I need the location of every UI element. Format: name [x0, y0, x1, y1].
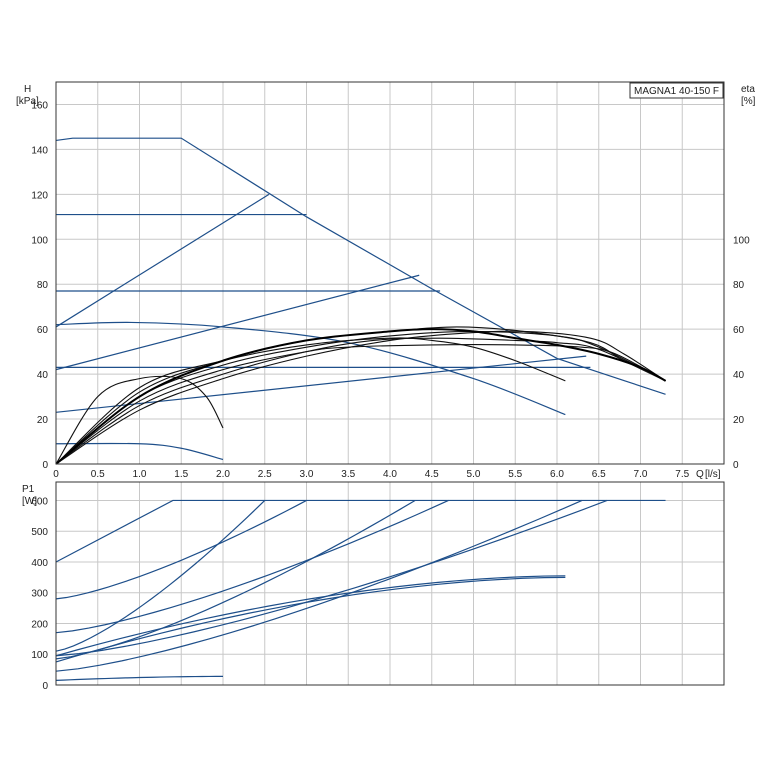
efficiency-curve-main: [55, 328, 667, 465]
power-tick-label: 200: [31, 619, 48, 630]
x-tick-label: 5.0: [467, 469, 481, 480]
y2-tick-label: 0: [733, 460, 739, 471]
x-tick-label: 7.0: [634, 469, 648, 480]
power-tick-label: 500: [31, 527, 48, 538]
efficiency-curve: [55, 375, 224, 465]
power-tick-label: 400: [31, 558, 48, 569]
bottom-chart-frame: [55, 481, 725, 686]
y2-axis-label: eta: [741, 84, 755, 95]
head-curve: [55, 137, 666, 395]
x-axis-unit: [l/s]: [705, 469, 721, 480]
y-tick-label: 140: [31, 145, 48, 156]
power-axis-unit: [W]: [22, 496, 37, 507]
x-tick-label: 4.0: [383, 469, 397, 480]
bottom-chart-grid: [56, 482, 724, 685]
x-tick-label: 5.5: [508, 469, 522, 480]
head-curve: [55, 442, 224, 461]
x-tick-label: 7.5: [675, 469, 689, 480]
chart-title: MAGNA1 40-150 F: [634, 86, 719, 97]
y-axis-label: H: [24, 84, 31, 95]
efficiency-curve: [55, 330, 666, 465]
y2-tick-label: 60: [733, 325, 745, 336]
x-tick-label: 2.0: [216, 469, 230, 480]
x-tick-label: 3.5: [341, 469, 355, 480]
bottom-chart-series: [55, 499, 666, 681]
title-box: MAGNA1 40-150 F: [629, 82, 724, 99]
top-chart-ticks: 0 0.5 1.0 1.5 2.0 2.5 3.0 3.5 4.0 4.5 5.0 5.5 6.0 6.5…: [31, 100, 750, 480]
control-curve: [55, 193, 270, 328]
x-tick-label: 0: [53, 469, 59, 480]
power-curve: [55, 500, 266, 652]
y2-tick-label: 40: [733, 370, 745, 381]
power-axis-label: P1: [22, 484, 35, 495]
power-tick-label: 0: [42, 681, 48, 692]
efficiency-curve: [55, 337, 666, 465]
efficiency-curve: [55, 344, 666, 465]
efficiency-curve: [55, 337, 566, 465]
y-axis-unit: [kPa]: [16, 96, 39, 107]
power-curve: [55, 675, 224, 681]
power-curve: [55, 499, 449, 634]
x-tick-label: 4.5: [425, 469, 439, 480]
top-chart-frame: [55, 81, 725, 465]
y2-tick-label: 80: [733, 280, 745, 291]
y2-tick-label: 20: [733, 415, 745, 426]
x-tick-label: 0.5: [91, 469, 105, 480]
y-tick-label: 100: [31, 235, 48, 246]
power-curve: [55, 499, 583, 672]
power-curve: [55, 576, 566, 663]
y-tick-label: 80: [37, 280, 49, 291]
x-tick-label: 1.5: [174, 469, 188, 480]
x-tick-label: 2.5: [258, 469, 272, 480]
y-tick-label: 160: [31, 100, 48, 111]
control-curve: [55, 274, 420, 371]
power-curve: [55, 499, 666, 563]
y-tick-label: 0: [42, 460, 48, 471]
y2-axis-unit: [%]: [741, 96, 756, 107]
y-tick-label: 20: [37, 415, 49, 426]
y-tick-label: 60: [37, 325, 49, 336]
y2-tick-label: 100: [733, 235, 750, 246]
power-curve: [55, 499, 608, 657]
power-curve: [55, 499, 307, 600]
x-tick-label: 3.0: [300, 469, 314, 480]
x-tick-label: 6.5: [592, 469, 606, 480]
power-tick-label: 100: [31, 650, 48, 661]
head-curve: [55, 321, 566, 416]
power-curve: [55, 499, 416, 660]
top-chart-grid: [56, 82, 724, 464]
top-chart-series: [55, 137, 667, 465]
x-tick-label: 1.0: [133, 469, 147, 480]
power-tick-label: 300: [31, 589, 48, 600]
bottom-chart-ticks: 0 100 200 300 400 500 600: [31, 496, 48, 692]
y-tick-label: 40: [37, 370, 49, 381]
y-tick-label: 120: [31, 190, 48, 201]
x-axis-q: Q: [696, 469, 704, 480]
power-curve: [55, 575, 566, 657]
power-tick-label: 600: [31, 496, 48, 507]
x-tick-label: 6.0: [550, 469, 564, 480]
